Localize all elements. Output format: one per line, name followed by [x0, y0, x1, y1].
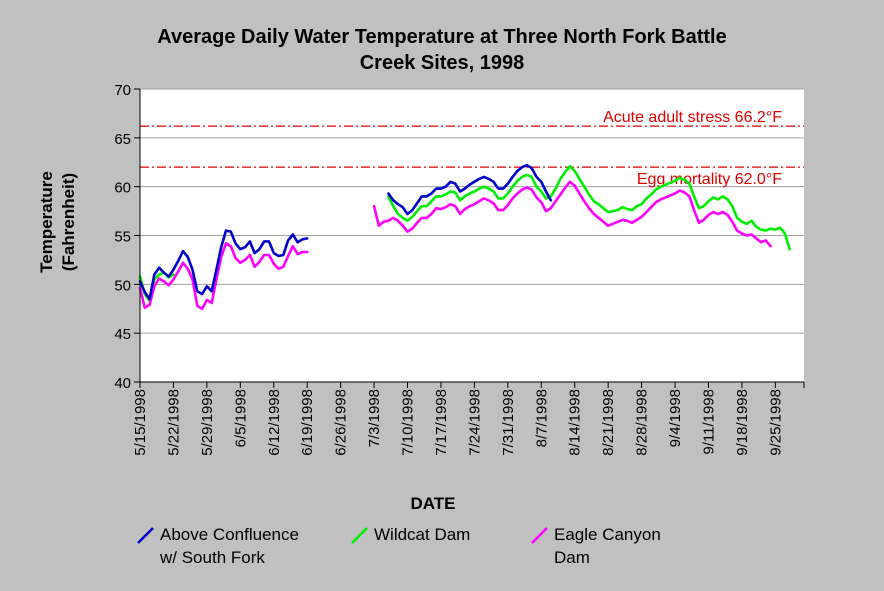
y-tick-label: 70	[114, 82, 131, 99]
legend-swatch-0	[137, 527, 154, 544]
y-tick-label: 40	[114, 375, 131, 392]
reference-line-label-1: Egg mortality 62.0°F	[637, 171, 782, 188]
x-tick-label: 7/10/1998	[400, 389, 417, 456]
y-tick-label: 55	[114, 229, 131, 246]
reference-line-label-0: Acute adult stress 66.2°F	[603, 109, 782, 126]
x-axis-title: DATE	[410, 494, 455, 513]
gridlines	[140, 88, 804, 334]
x-tick-label: 8/28/1998	[634, 389, 651, 456]
legend-label-0: w/ South Fork	[159, 548, 265, 567]
x-tick-label: 6/5/1998	[232, 389, 249, 447]
legend-swatch-1	[351, 527, 368, 544]
x-tick-label: 6/26/1998	[333, 389, 350, 456]
y-axis-title-line-2: (Fahrenheit)	[59, 173, 78, 271]
x-tick-label: 5/29/1998	[199, 389, 216, 456]
x-tick-label: 5/15/1998	[132, 389, 149, 456]
x-tick-label: 6/19/1998	[299, 389, 316, 456]
series-line-2-segment-0	[138, 242, 309, 311]
series-line-0-segment-0	[138, 229, 309, 301]
x-tick-label: 5/22/1998	[165, 389, 182, 456]
y-tick-label: 45	[114, 326, 131, 343]
x-tick-label: 6/12/1998	[266, 389, 283, 456]
legend-label-2: Dam	[554, 548, 590, 567]
legend-swatch-2	[531, 527, 548, 544]
series-lines	[138, 163, 792, 311]
x-tick-label: 9/18/1998	[734, 389, 751, 456]
legend-label-0: Above Confluence	[160, 525, 299, 544]
x-ticks: 5/15/1998 5/22/1998 5/29/1998 6/5/1998 6/12/…	[132, 382, 805, 456]
chart-title-line-1: Average Daily Water Temperature at Three…	[157, 26, 726, 48]
legend-label-1: Wildcat Dam	[374, 525, 470, 544]
y-tick-label: 60	[114, 180, 131, 197]
chart-title-line-2: Creek Sites, 1998	[360, 52, 525, 74]
reference-lines: Acute adult stress 66.2°F Egg mortality 6…	[140, 109, 804, 188]
series-line-2-segment-1	[372, 180, 772, 248]
legend: Above Confluence w/ South Fork Wildcat Dam…	[137, 525, 661, 567]
y-tick-label: 50	[114, 277, 131, 294]
x-tick-label: 7/24/1998	[466, 389, 483, 456]
y-axis-title-line-1: Temperature	[37, 171, 56, 273]
x-tick-label: 9/11/1998	[700, 389, 717, 455]
legend-label-2: Eagle Canyon	[554, 525, 661, 544]
x-tick-label: 7/31/1998	[500, 389, 517, 456]
y-tick-label: 65	[114, 131, 131, 148]
x-tick-label: 7/17/1998	[433, 389, 450, 456]
x-tick-label: 8/7/1998	[533, 389, 550, 447]
y-ticks: 40 45 50 55 60 65 70	[114, 82, 140, 392]
series-line-1-segment-1	[387, 164, 792, 251]
x-tick-label: 9/25/1998	[767, 389, 784, 456]
series-line-0-segment-1	[387, 163, 553, 216]
x-tick-label: 8/14/1998	[567, 389, 584, 456]
x-tick-label: 7/3/1998	[366, 389, 383, 447]
x-tick-label: 8/21/1998	[600, 389, 617, 456]
x-tick-label: 9/4/1998	[667, 389, 684, 447]
